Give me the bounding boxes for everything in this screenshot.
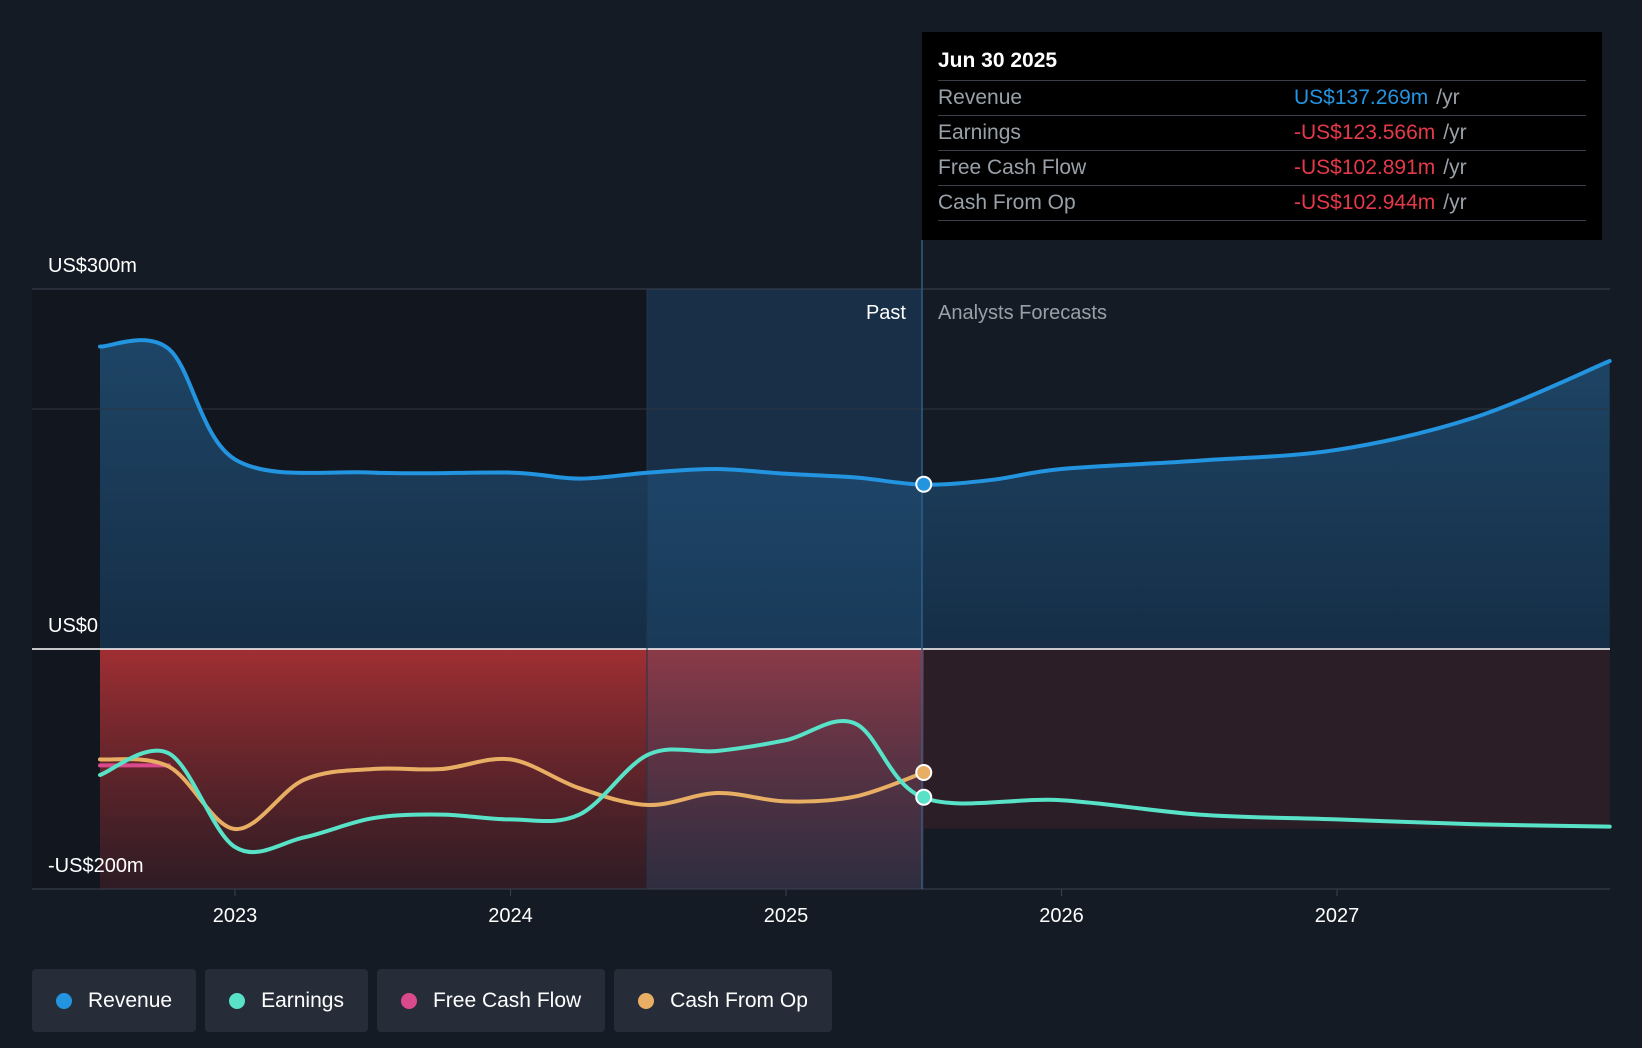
tooltip-name: Cash From Op	[938, 191, 1076, 214]
tooltip-value: US$137.269m	[1294, 86, 1429, 109]
series-line-cash-from-op	[98, 756, 926, 831]
series-line-earnings	[98, 719, 1612, 854]
tooltip-unit: /yr	[1443, 191, 1467, 214]
tooltip-row-earnings: Earnings -US$123.566m /yr	[938, 116, 1586, 151]
legend-label: Earnings	[261, 988, 344, 1012]
legend-label: Revenue	[88, 988, 173, 1012]
legend-item-revenue[interactable]: Revenue	[32, 969, 197, 1032]
legend-dot-icon	[56, 992, 72, 1009]
tooltip-value: -US$102.944m	[1294, 191, 1436, 214]
tooltip-name: Free Cash Flow	[938, 156, 1087, 179]
marker-earnings[interactable]	[915, 788, 933, 806]
tooltip-unit: /yr	[1436, 86, 1460, 109]
tooltip-value: -US$123.566m	[1294, 121, 1436, 144]
legend-dot-icon	[638, 992, 655, 1009]
legend-item-cash-from-op[interactable]: Cash From Op	[614, 969, 832, 1032]
tooltip: Jun 30 2025 Revenue US$137.269m /yr Earn…	[922, 32, 1602, 240]
tooltip-name: Revenue	[938, 86, 1023, 109]
y-label-bottom: -US$200m	[48, 855, 144, 877]
tooltip-date: Jun 30 2025	[938, 46, 1586, 81]
marker-cash-from-op[interactable]	[915, 764, 933, 782]
marker-revenue[interactable]	[915, 475, 933, 493]
tooltip-unit: /yr	[1443, 121, 1467, 144]
tooltip-row-fcf: Free Cash Flow -US$102.891m /yr	[938, 151, 1586, 186]
revenue-area	[100, 340, 1610, 649]
legend: Revenue Earnings Free Cash Flow Cash Fro…	[32, 969, 832, 1032]
x-tick-label: 2026	[1039, 905, 1084, 927]
legend-dot-icon	[229, 992, 246, 1009]
past-label: Past	[866, 302, 906, 324]
x-tick-label: 2024	[488, 905, 533, 927]
legend-item-free-cash-flow[interactable]: Free Cash Flow	[376, 969, 606, 1032]
y-label-top: US$300m	[48, 255, 137, 277]
legend-dot-icon	[400, 992, 417, 1009]
tooltip-name: Earnings	[938, 121, 1021, 144]
tooltip-row-revenue: Revenue US$137.269m /yr	[938, 81, 1586, 116]
legend-label: Cash From Op	[670, 988, 808, 1012]
series-line-revenue	[98, 338, 1612, 487]
y-label-zero: US$0	[48, 615, 98, 637]
x-tick-label: 2027	[1315, 905, 1360, 927]
tooltip-value: -US$102.891m	[1294, 156, 1436, 179]
legend-label: Free Cash Flow	[432, 988, 582, 1012]
tooltip-row-cfo: Cash From Op -US$102.944m /yr	[938, 186, 1586, 221]
forecast-label: Analysts Forecasts	[938, 302, 1107, 324]
x-tick-label: 2025	[764, 905, 809, 927]
x-tick-label: 2023	[213, 905, 258, 927]
tooltip-unit: /yr	[1443, 156, 1467, 179]
legend-item-earnings[interactable]: Earnings	[205, 969, 368, 1032]
